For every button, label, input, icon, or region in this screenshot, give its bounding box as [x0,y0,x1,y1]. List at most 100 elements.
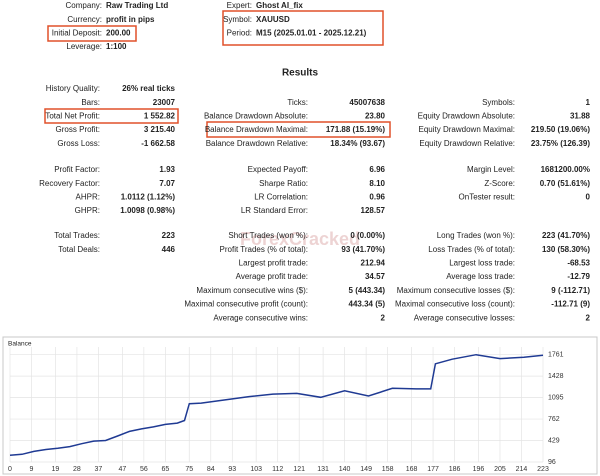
stat-label: Symbols: [482,98,515,107]
stat-value: 3 215.40 [144,125,176,134]
x-tick-label: 28 [73,466,81,473]
stat-value: 1681200.00% [541,165,590,174]
stat-label: Total Deals: [58,245,100,254]
x-tick-label: 37 [95,466,103,473]
x-tick-label: 65 [161,466,169,473]
stat-label: Total Net Profit: [45,112,100,121]
stat-value: 219.50 (19.06%) [531,125,590,134]
x-tick-label: 177 [427,466,439,473]
stat-label: Largest loss trade: [449,259,515,268]
x-tick-label: 103 [250,466,262,473]
highlight-box [44,108,179,124]
stat-label: OnTester result: [459,193,515,202]
field-value: Ghost AI_fix [256,1,303,10]
stat-value: 7.07 [159,179,175,188]
stat-value: 5 (443.34) [349,286,386,295]
stat-label: Recovery Factor: [39,179,100,188]
stat-value: 6.96 [369,165,385,174]
stat-value: 45007638 [349,98,385,107]
x-tick-label: 168 [406,466,418,473]
x-tick-label: 9 [30,466,34,473]
stat-value: 9 (-112.71) [551,286,590,295]
y-tick-label: 96 [548,459,556,466]
x-tick-label: 196 [473,466,485,473]
stat-value: 34.57 [365,272,386,281]
x-tick-label: 19 [52,466,60,473]
x-tick-label: 140 [339,466,351,473]
x-tick-label: 84 [207,466,215,473]
stat-value: 171.88 (15.19%) [326,125,385,134]
stat-value: 1.93 [159,165,175,174]
stat-value: 23007 [153,98,176,107]
stat-label: AHPR: [76,193,100,202]
stat-value: 1.0112 (1.12%) [121,193,176,202]
stat-label: Expected Payoff: [248,165,308,174]
chart-frame [2,336,598,475]
field-value: Raw Trading Ltd [106,1,168,10]
stat-label: Z-Score: [484,179,515,188]
field-label: Initial Deposit: [52,29,102,38]
stat-label: Balance Drawdown Absolute: [204,112,308,121]
stat-value: -68.53 [567,259,590,268]
field-label: Currency: [67,15,102,24]
stat-label: Maximum consecutive losses ($): [397,286,515,295]
highlight-box [206,121,391,138]
x-tick-label: 75 [185,466,193,473]
x-tick-label: 121 [293,466,305,473]
stat-value: 0 [586,193,591,202]
stat-label: Average loss trade: [446,272,515,281]
field-value: M15 (2025.01.01 - 2025.12.21) [256,29,367,38]
stat-value: 31.88 [570,112,591,121]
results-title: Results [282,68,319,79]
stat-value: 23.75% (126.39) [531,139,590,148]
stat-label: Long Trades (won %): [437,231,515,240]
field-value: 200.00 [106,29,131,38]
stat-value: 1.0098 (0.98%) [120,206,175,215]
stat-value: 18.34% (93.67) [330,139,385,148]
highlight-box [222,10,384,46]
stat-value: 212.94 [361,259,386,268]
x-tick-label: 223 [537,466,549,473]
stat-value: 128.57 [361,206,386,215]
x-tick-label: 112 [272,466,283,473]
stat-value: 2 [381,313,386,322]
stat-value: 2 [586,313,591,322]
stat-label: Equity Drawdown Maximal: [419,125,515,134]
stat-label: Average consecutive wins: [213,313,308,322]
y-tick-label: 1095 [548,394,564,401]
stat-label: LR Correlation: [254,193,308,202]
stat-value: -112.71 (9) [551,300,590,309]
stat-value: 130 (58.30%) [542,245,590,254]
stat-label: Balance Drawdown Maximal: [205,125,308,134]
stat-label: Average consecutive losses: [414,313,515,322]
stat-value: 223 (41.70%) [542,231,590,240]
stat-label: Bars: [81,98,100,107]
x-tick-label: 56 [140,466,148,473]
x-tick-label: 186 [449,466,461,473]
stat-label: Gross Profit: [56,125,100,134]
x-tick-label: 131 [317,466,329,473]
stat-value: 446 [162,245,176,254]
chart-title: Balance [8,341,32,348]
watermark: ForexCracked [240,229,360,249]
stat-label: Total Trades: [54,231,100,240]
field-value: 1:100 [106,42,127,51]
stat-label: Short Trades (won %): [228,231,308,240]
x-tick-label: 158 [382,466,394,473]
stat-label: Profit Trades (% of total): [220,245,308,254]
stat-label: Sharpe Ratio: [259,179,308,188]
stat-label: Equity Drawdown Absolute: [418,112,515,121]
x-tick-label: 205 [494,466,506,473]
stat-value: 443.34 (5) [349,300,386,309]
stat-label: Loss Trades (% of total): [428,245,515,254]
x-tick-label: 214 [516,466,528,473]
x-tick-label: 47 [118,466,126,473]
stat-value: 0.96 [369,193,385,202]
field-label: Expert: [227,1,252,10]
stat-label: Largest profit trade: [239,259,308,268]
stat-label: Maximal consecutive profit (count): [184,300,308,309]
stat-value: 8.10 [369,179,385,188]
y-tick-label: 762 [548,416,560,423]
stat-value: 0.70 (51.61%) [540,179,591,188]
stat-label: Ticks: [287,98,308,107]
